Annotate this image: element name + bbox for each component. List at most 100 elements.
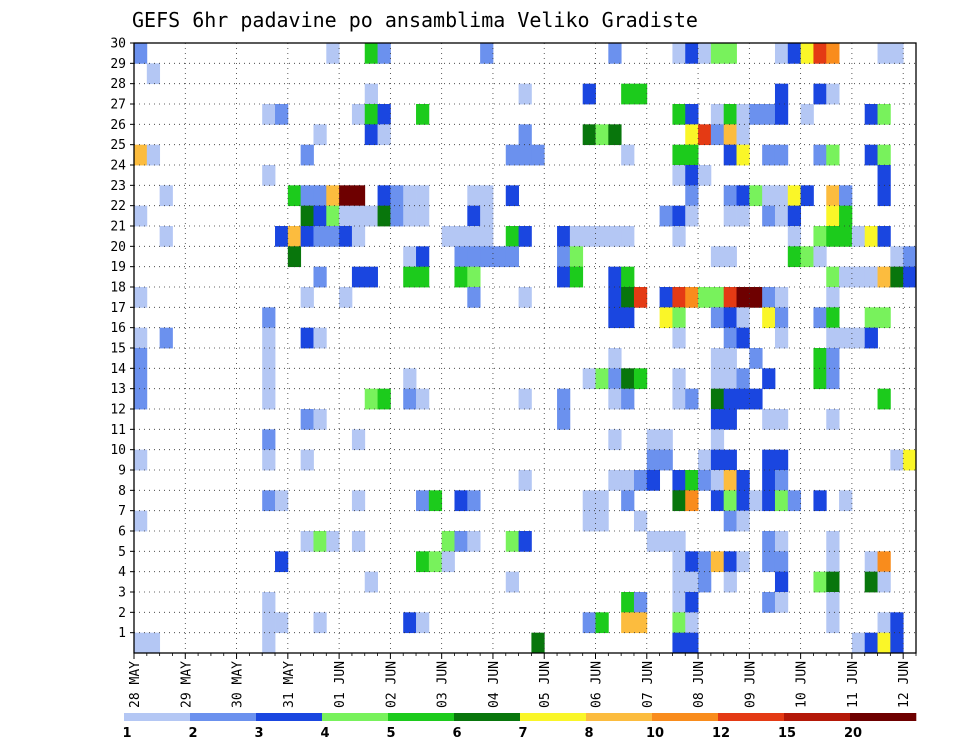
heatmap-cell bbox=[774, 185, 789, 207]
heatmap-cell bbox=[723, 144, 737, 166]
heatmap-cell bbox=[326, 43, 340, 64]
heatmap-cell bbox=[633, 83, 648, 105]
heatmap-cell bbox=[518, 144, 532, 166]
y-tick-label: 13 bbox=[110, 382, 126, 397]
heatmap-cell bbox=[685, 104, 699, 125]
heatmap-cell bbox=[851, 327, 866, 349]
heatmap-cell bbox=[608, 43, 622, 64]
heatmap-cell bbox=[300, 409, 314, 430]
heatmap-cell bbox=[762, 531, 776, 552]
heatmap-cell bbox=[454, 246, 468, 268]
heatmap-cell bbox=[672, 307, 686, 329]
heatmap-cell bbox=[134, 144, 148, 166]
x-tick-label: 29 MAY bbox=[179, 661, 194, 708]
heatmap-cell bbox=[505, 531, 519, 552]
heatmap-cell bbox=[672, 43, 686, 64]
heatmap-cell bbox=[826, 612, 840, 634]
heatmap-cell bbox=[621, 368, 635, 390]
heatmap-cell bbox=[287, 226, 302, 247]
heatmap-cell bbox=[877, 388, 891, 410]
heatmap-cell bbox=[826, 43, 840, 64]
heatmap-cell bbox=[633, 510, 648, 532]
heatmap-cell bbox=[313, 531, 327, 552]
heatmap-cell bbox=[557, 388, 571, 410]
heatmap-cell bbox=[736, 510, 750, 532]
heatmap-cell bbox=[428, 490, 443, 512]
heatmap-cell bbox=[774, 449, 789, 471]
heatmap-cell bbox=[621, 612, 635, 634]
heatmap-cell bbox=[736, 327, 750, 349]
heatmap-cell bbox=[582, 83, 596, 105]
heatmap-cell bbox=[672, 144, 686, 166]
color-legend: 1 2 3 4 5 6 7 8 10 12 15 20 bbox=[122, 713, 917, 741]
heatmap-cell bbox=[672, 388, 686, 410]
heatmap-cell bbox=[608, 124, 622, 146]
heatmap-cell bbox=[826, 226, 840, 247]
heatmap-cell bbox=[454, 266, 468, 288]
heatmap-cell bbox=[698, 124, 712, 146]
x-tick-label: 12 JUN bbox=[897, 661, 912, 708]
heatmap-cell bbox=[364, 124, 378, 146]
x-tick-label: 30 MAY bbox=[231, 661, 246, 708]
y-tick-label: 7 bbox=[118, 504, 126, 519]
heatmap-cell bbox=[710, 449, 725, 471]
y-tick-label: 10 bbox=[110, 443, 126, 458]
heatmap-cell bbox=[608, 388, 622, 410]
heatmap-cell bbox=[621, 226, 635, 247]
heatmap-cell bbox=[505, 246, 519, 268]
heatmap-cell bbox=[826, 571, 840, 593]
y-tick-label: 11 bbox=[110, 423, 126, 438]
heatmap-cell bbox=[723, 348, 737, 369]
heatmap-cell bbox=[275, 612, 289, 634]
heatmap-cell bbox=[659, 429, 673, 451]
heatmap-cell bbox=[326, 531, 340, 552]
heatmap-cell bbox=[813, 490, 827, 512]
heatmap-cell bbox=[826, 348, 840, 369]
y-tick-label: 26 bbox=[110, 118, 126, 133]
heatmap-cell bbox=[467, 205, 481, 227]
chart-title: GEFS 6hr padavine po ansamblima Veliko G… bbox=[132, 8, 698, 32]
heatmap-cell bbox=[262, 490, 276, 512]
legend-swatch bbox=[322, 713, 389, 721]
heatmap-cell bbox=[505, 185, 519, 207]
heatmap-cell bbox=[774, 409, 789, 430]
heatmap-cell bbox=[275, 226, 289, 247]
heatmap-cell bbox=[826, 368, 840, 390]
heatmap-cell bbox=[698, 165, 712, 186]
heatmap-cell bbox=[710, 287, 725, 308]
heatmap-cell bbox=[890, 246, 904, 268]
heatmap-cell bbox=[710, 348, 725, 369]
heatmap-cell bbox=[826, 531, 840, 552]
heatmap-cell bbox=[557, 266, 571, 288]
x-tick-label: 07 JUN bbox=[641, 661, 656, 708]
heatmap-cell bbox=[736, 104, 750, 125]
heatmap-cell bbox=[723, 43, 737, 64]
heatmap-cell bbox=[633, 592, 648, 613]
heatmap-cell bbox=[864, 551, 878, 573]
heatmap-cell bbox=[339, 185, 353, 207]
heatmap-cell bbox=[826, 287, 840, 308]
heatmap-cell bbox=[364, 388, 378, 410]
heatmap-cell bbox=[454, 226, 468, 247]
heatmap-cell bbox=[275, 551, 289, 573]
heatmap-cell bbox=[672, 531, 686, 552]
heatmap-cell bbox=[557, 246, 571, 268]
heatmap-cell bbox=[262, 348, 276, 369]
heatmap-cell bbox=[582, 368, 596, 390]
y-tick-label: 21 bbox=[110, 220, 126, 235]
heatmap-cell bbox=[813, 246, 827, 268]
heatmap-cell bbox=[633, 470, 648, 491]
heatmap-cell bbox=[672, 327, 686, 349]
heatmap-cell bbox=[749, 490, 763, 512]
heatmap-cell bbox=[326, 226, 340, 247]
heatmap-cell bbox=[390, 185, 404, 207]
heatmap-cell bbox=[762, 205, 776, 227]
heatmap-cell bbox=[518, 388, 532, 410]
heatmap-cell bbox=[723, 124, 737, 146]
heatmap-cell bbox=[646, 470, 661, 491]
heatmap-cell bbox=[428, 551, 443, 573]
y-tick-label: 28 bbox=[110, 77, 126, 92]
heatmap-cell bbox=[313, 205, 327, 227]
heatmap-cell bbox=[518, 124, 532, 146]
heatmap-cell bbox=[339, 205, 353, 227]
